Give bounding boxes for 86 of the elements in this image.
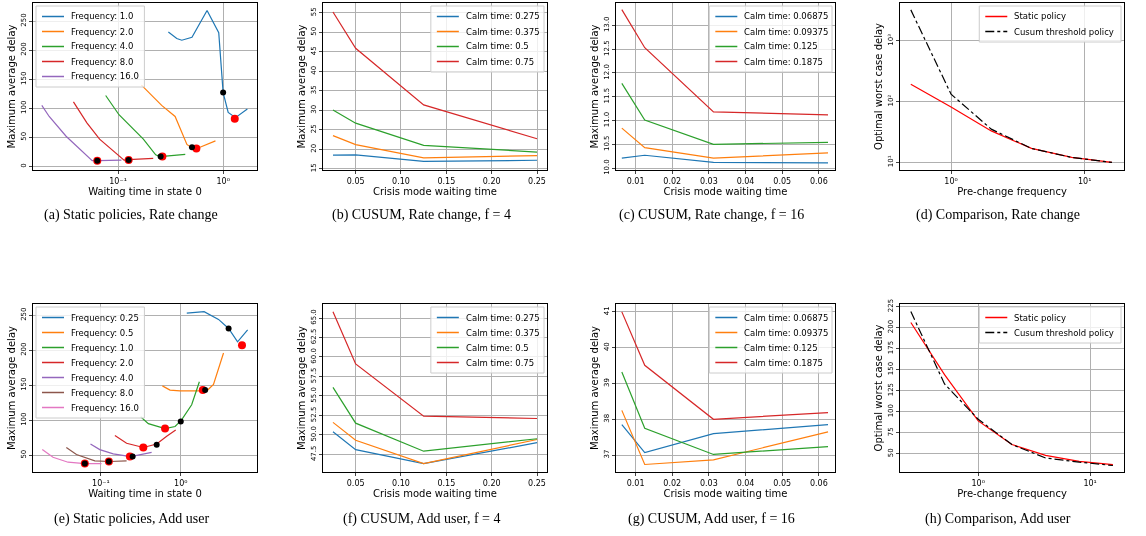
y-axis-title: Maximum average delay bbox=[589, 24, 601, 149]
x-tick-label: 0.25 bbox=[528, 176, 546, 186]
legend-label: Calm time: 0.1875 bbox=[744, 57, 823, 67]
legend-label: Calm time: 0.5 bbox=[466, 343, 529, 353]
x-tick-label: 0.25 bbox=[528, 478, 546, 488]
legend-label: Frequency: 2.0 bbox=[71, 27, 134, 37]
y-axis-title: Maximum average delay bbox=[6, 325, 18, 450]
y-axis-title: Maximum average delay bbox=[589, 325, 601, 450]
legend-label: Frequency: 1.0 bbox=[71, 11, 134, 21]
legend-label: Static policy bbox=[1014, 313, 1067, 323]
x-tick-label: 0.06 bbox=[809, 176, 828, 186]
x-axis-title: Crisis mode waiting time bbox=[663, 185, 788, 197]
x-tick-label: 0.04 bbox=[736, 478, 755, 488]
x-tick-label: 10⁰ bbox=[971, 478, 985, 488]
legend-label: Calm time: 0.275 bbox=[466, 313, 540, 323]
legend-label: Frequency: 2.0 bbox=[71, 358, 134, 368]
legend-label: Frequency: 0.5 bbox=[71, 328, 134, 338]
x-tick-label: 10¹ bbox=[1083, 478, 1097, 488]
x-tick-label: 0.01 bbox=[626, 176, 645, 186]
text: (e) Static policies, Add user bbox=[54, 511, 210, 527]
x-tick-label: 0.05 bbox=[346, 176, 365, 186]
x-tick-label: 0.04 bbox=[736, 176, 755, 186]
x-tick-label: 10⁻¹ bbox=[92, 478, 110, 488]
text: (b) CUSUM, Rate change, f = 4 bbox=[332, 207, 511, 223]
text: (h) Comparison, Add user bbox=[925, 511, 1071, 527]
x-tick-label: 0.03 bbox=[699, 176, 718, 186]
legend-label: Frequency: 4.0 bbox=[71, 41, 134, 51]
x-axis-title: Crisis mode waiting time bbox=[372, 185, 498, 197]
legend-label: Calm time: 0.125 bbox=[744, 41, 818, 51]
text: (c) CUSUM, Rate change, f = 16 bbox=[619, 207, 805, 223]
legend-label: Calm time: 0.75 bbox=[466, 57, 535, 67]
x-tick-label: 0.10 bbox=[392, 176, 410, 186]
x-tick-label: 0.20 bbox=[482, 478, 501, 488]
x-tick-label: 0.15 bbox=[437, 176, 456, 186]
x-tick-label: 0.03 bbox=[699, 478, 718, 488]
x-axis-title: Pre-change frequency bbox=[957, 185, 1067, 197]
legend-label: Frequency: 8.0 bbox=[71, 388, 134, 398]
x-tick-label: 0.05 bbox=[773, 478, 792, 488]
x-tick-label: 0.06 bbox=[809, 478, 828, 488]
x-tick-label: 0.20 bbox=[482, 176, 501, 186]
legend-label: Frequency: 8.0 bbox=[71, 57, 134, 67]
x-axis-title: Waiting time in state 0 bbox=[88, 487, 202, 499]
x-tick-label: 0.05 bbox=[773, 176, 792, 186]
x-axis-title: Crisis mode waiting time bbox=[372, 487, 498, 499]
x-tick-label: 0.02 bbox=[663, 176, 682, 186]
legend-label: Calm time: 0.275 bbox=[466, 11, 540, 21]
legend-label: Calm time: 0.375 bbox=[466, 328, 540, 338]
legend-label: Cusum threshold policy bbox=[1014, 27, 1114, 37]
legend-label: Calm time: 0.75 bbox=[466, 358, 535, 368]
x-tick-label: 10⁰ bbox=[174, 478, 188, 488]
x-tick-label: 0.05 bbox=[346, 478, 365, 488]
x-tick-label: 0.15 bbox=[437, 478, 456, 488]
legend-label: Frequency: 4.0 bbox=[71, 373, 134, 383]
text: (g) CUSUM, Add user, f = 16 bbox=[628, 511, 795, 527]
legend-label: Frequency: 0.25 bbox=[71, 313, 139, 323]
legend-label: Static policy bbox=[1014, 11, 1067, 21]
y-axis-title: Maximum average delay bbox=[6, 24, 18, 149]
legend-label: Frequency: 16.0 bbox=[71, 71, 139, 81]
x-tick-label: 0.10 bbox=[392, 478, 410, 488]
text: (d) Comparison, Rate change bbox=[916, 207, 1081, 223]
y-axis-title: Maximum average delay bbox=[296, 24, 308, 149]
legend-label: Cusum threshold policy bbox=[1014, 328, 1114, 338]
x-axis-title: Crisis mode waiting time bbox=[663, 487, 788, 499]
legend-label: Calm time: 0.06875 bbox=[744, 11, 829, 21]
legend-label: Calm time: 0.09375 bbox=[744, 328, 829, 338]
legend-label: Frequency: 16.0 bbox=[71, 403, 139, 413]
legend-label: Calm time: 0.09375 bbox=[744, 27, 829, 37]
x-tick-label: 0.01 bbox=[626, 478, 645, 488]
legend-label: Calm time: 0.5 bbox=[466, 41, 529, 51]
x-axis-title: Pre-change frequency bbox=[957, 487, 1067, 499]
text: (f) CUSUM, Add user, f = 4 bbox=[343, 511, 501, 527]
legend-label: Calm time: 0.06875 bbox=[744, 313, 829, 323]
x-tick-label: 10¹ bbox=[1077, 176, 1092, 186]
x-tick-label: 0.02 bbox=[663, 478, 682, 488]
y-axis-title: Optimal worst case delay bbox=[873, 22, 885, 150]
x-axis-title: Waiting time in state 0 bbox=[88, 185, 202, 197]
legend-label: Calm time: 0.1875 bbox=[744, 358, 823, 368]
legend-label: Calm time: 0.125 bbox=[744, 343, 818, 353]
legend-label: Frequency: 1.0 bbox=[71, 343, 134, 353]
y-axis-title: Optimal worst case delay bbox=[873, 324, 885, 452]
x-tick-label: 10⁰ bbox=[216, 176, 230, 186]
y-axis-title: Maximum average delay bbox=[296, 325, 308, 450]
x-tick-label: 10⁰ bbox=[944, 176, 958, 186]
text: (a) Static policies, Rate change bbox=[44, 207, 218, 223]
legend-label: Calm time: 0.375 bbox=[466, 27, 540, 37]
x-tick-label: 10⁻¹ bbox=[109, 176, 127, 186]
